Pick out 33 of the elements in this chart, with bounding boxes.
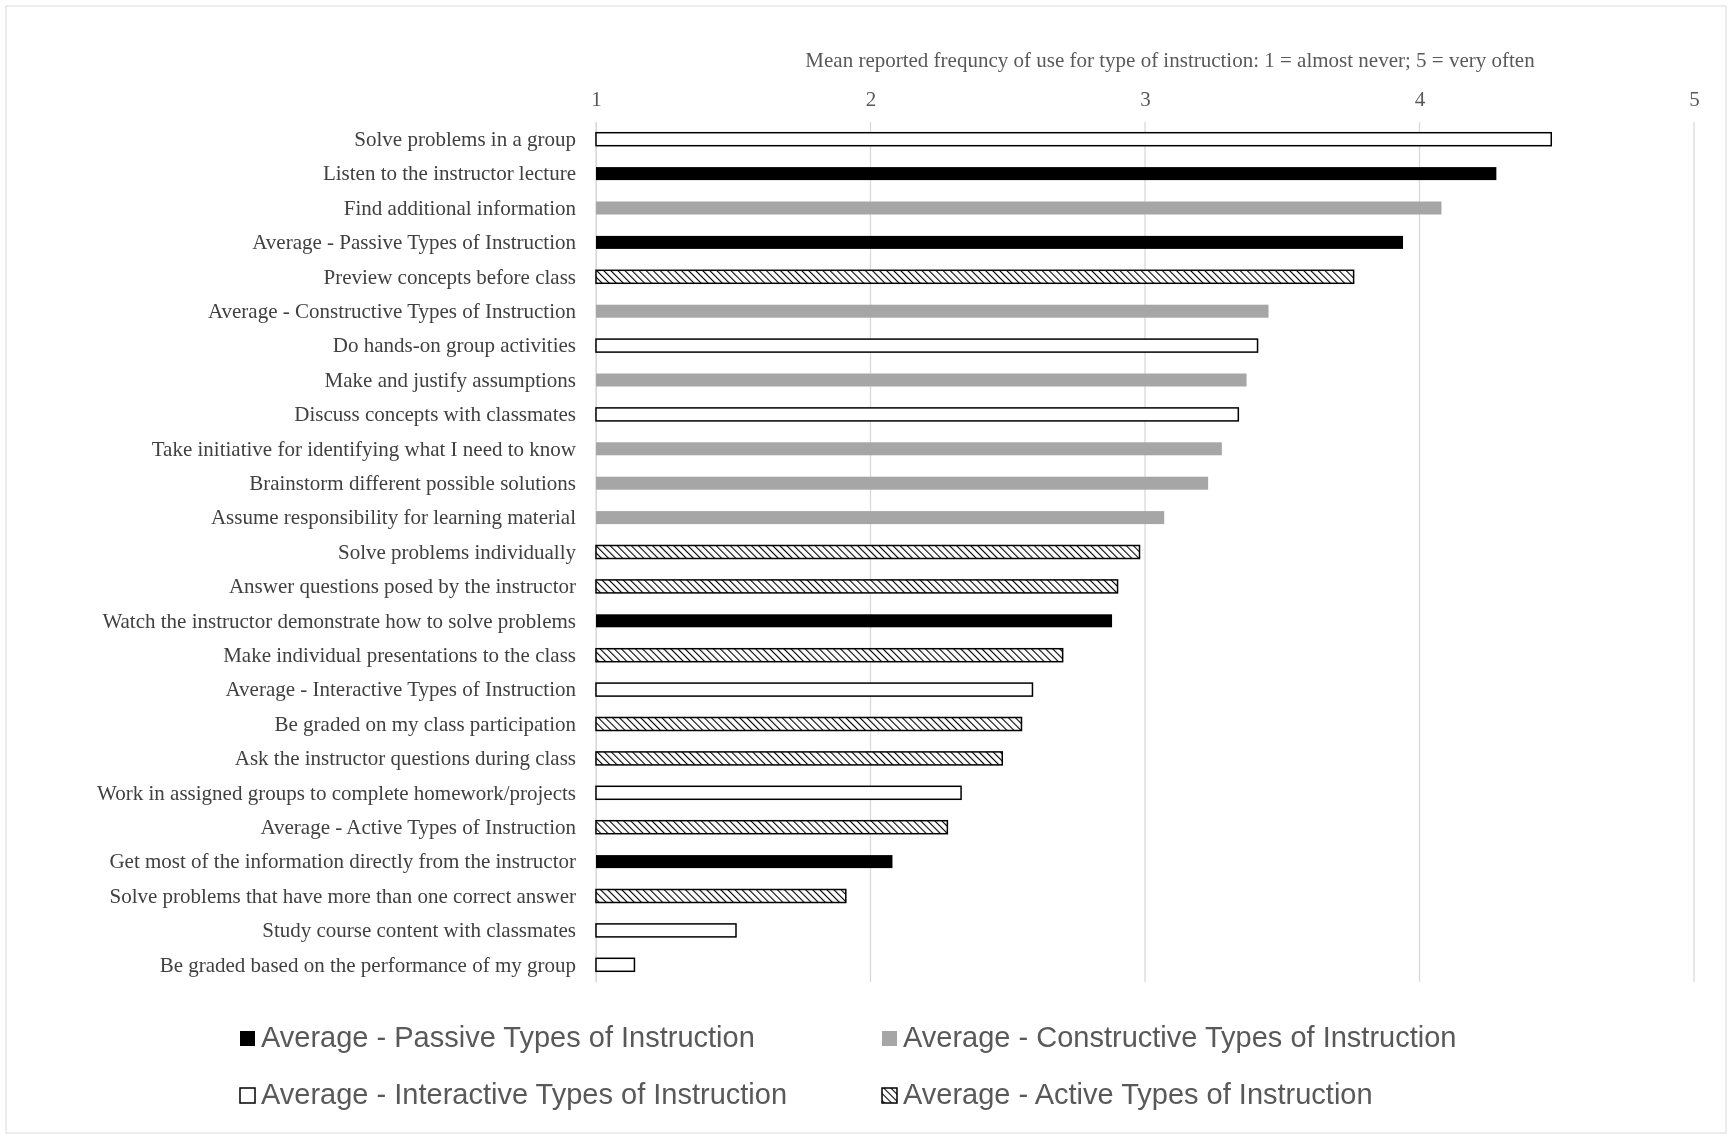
y-tick-label: Answer questions posed by the instructor — [228, 574, 576, 599]
y-tick-label: Average - Interactive Types of Instruction — [225, 677, 577, 702]
y-tick-label: Preview concepts before class — [323, 264, 576, 289]
x-tick-label: 1 — [591, 87, 602, 111]
y-tick-label: Be graded based on the performance of my group — [159, 952, 576, 977]
y-tick-label: Average - Constructive Types of Instruction — [207, 298, 577, 323]
y-tick-label: Assume responsibility for learning material — [210, 505, 577, 530]
y-tick-label: Be graded on my class participation — [274, 711, 577, 736]
x-tick-label: 3 — [1140, 87, 1151, 111]
y-tick-label: Work in assigned groups to complete homework/projects — [97, 780, 576, 805]
y-tick-label: Solve problems individually — [338, 539, 577, 564]
y-tick-label: Discuss concepts with classmates — [294, 402, 576, 427]
x-tick-label: 5 — [1689, 87, 1700, 111]
x-tick-label: 2 — [865, 87, 877, 111]
y-tick-label: Get most of the information directly from the instructor — [109, 849, 576, 874]
legend-label: Average - Active Types of Instruction — [903, 1078, 1373, 1110]
y-tick-label: Solve problems that have more than one correct answer — [109, 883, 576, 908]
y-tick-label: Ask the instructor questions during class — [234, 746, 576, 771]
y-tick-label: Average - Active Types of Instruction — [260, 814, 577, 839]
x-axis-title: Mean reported frequncy of use for type of instruction: 1 = almost never; 5 = very often — [805, 48, 1536, 72]
y-tick-label: Study course content with classmates — [262, 918, 576, 943]
y-tick-label: Make and justify assumptions — [324, 367, 576, 392]
x-tick-label: 4 — [1414, 87, 1426, 111]
y-tick-label: Brainstorm different possible solutions — [249, 470, 576, 495]
y-tick-label: Make individual presentations to the class — [223, 642, 576, 667]
y-tick-label: Solve problems in a group — [354, 126, 576, 151]
y-tick-label: Find additional information — [343, 195, 577, 220]
y-tick-label: Average - Passive Types of Instruction — [252, 230, 577, 255]
y-tick-label: Watch the instructor demonstrate how to solve problems — [102, 608, 576, 633]
legend-label: Average - Constructive Types of Instruction — [903, 1021, 1457, 1053]
y-tick-label: Take initiative for identifying what I need to know — [151, 436, 577, 461]
y-tick-label: Do hands-on group activities — [332, 333, 576, 358]
y-tick-label: Listen to the instructor lecture — [322, 161, 576, 186]
